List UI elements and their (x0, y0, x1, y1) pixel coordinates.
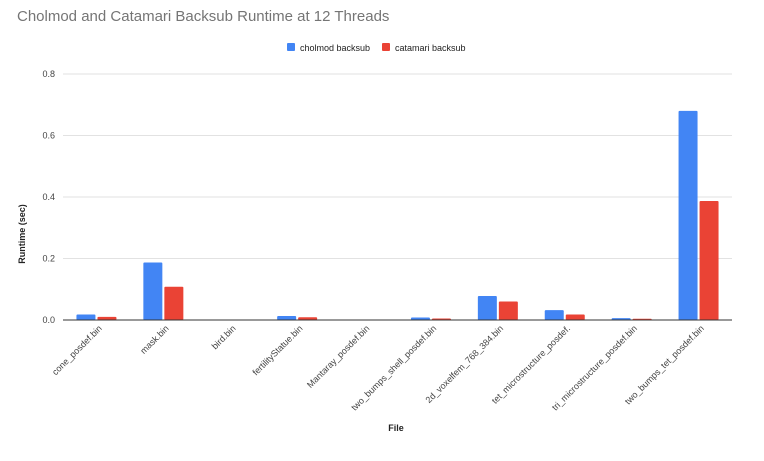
bar-cholmod[interactable] (76, 314, 96, 320)
bar-cholmod[interactable] (277, 316, 297, 320)
x-tick-label: tet_microstructure_posdef. (490, 323, 572, 405)
x-tick-label: Mantaray_posdef.bin (305, 323, 372, 390)
bar-cholmod[interactable] (477, 296, 497, 320)
bar-cholmod[interactable] (143, 262, 163, 320)
bar-cholmod[interactable] (678, 110, 698, 321)
y-axis-title: Runtime (sec) (17, 204, 27, 264)
legend-label-catamari: catamari backsub (395, 43, 466, 53)
x-tick-label: two_bumps_tet_posdef.bin (623, 323, 706, 406)
y-axis-ticks: 0.0 0.2 0.4 0.6 0.8 (42, 69, 55, 325)
x-tick-label: fertilityStatue.bin (250, 323, 304, 377)
legend-swatch-catamari (382, 43, 390, 51)
chart-title: Cholmod and Catamari Backsub Runtime at … (17, 8, 390, 25)
legend-item-cholmod[interactable]: cholmod backsub (287, 43, 370, 53)
legend-item-catamari[interactable]: catamari backsub (382, 43, 466, 53)
x-tick-label: mask.bin (138, 323, 171, 356)
y-tick-label: 0.0 (42, 315, 55, 325)
x-tick-label: cone_posdef.bin (50, 323, 104, 377)
legend-swatch-cholmod (287, 43, 295, 51)
bar-cholmod[interactable] (410, 317, 430, 320)
bar-catamari[interactable] (498, 301, 518, 320)
bar-catamari[interactable] (97, 316, 117, 320)
x-axis-title: File (388, 423, 404, 433)
y-tick-label: 0.6 (42, 131, 55, 141)
y-tick-label: 0.2 (42, 254, 55, 264)
bar-catamari[interactable] (699, 200, 719, 320)
legend: cholmod backsub catamari backsub (287, 43, 466, 53)
bar-catamari[interactable] (298, 317, 318, 320)
y-tick-label: 0.8 (42, 69, 55, 79)
bar-cholmod[interactable] (544, 310, 564, 320)
y-tick-label: 0.4 (42, 192, 55, 202)
legend-label-cholmod: cholmod backsub (300, 43, 370, 53)
x-tick-label: 2d_voxelfem_768_384.bin (424, 323, 506, 405)
bar-catamari[interactable] (565, 314, 585, 320)
x-axis-ticks: cone_posdef.bin mask.bin bird.bin fertility… (50, 323, 706, 412)
x-tick-label: bird.bin (210, 323, 238, 351)
bar-catamari[interactable] (164, 286, 184, 320)
bars (76, 110, 719, 321)
gridlines (63, 73, 732, 259)
